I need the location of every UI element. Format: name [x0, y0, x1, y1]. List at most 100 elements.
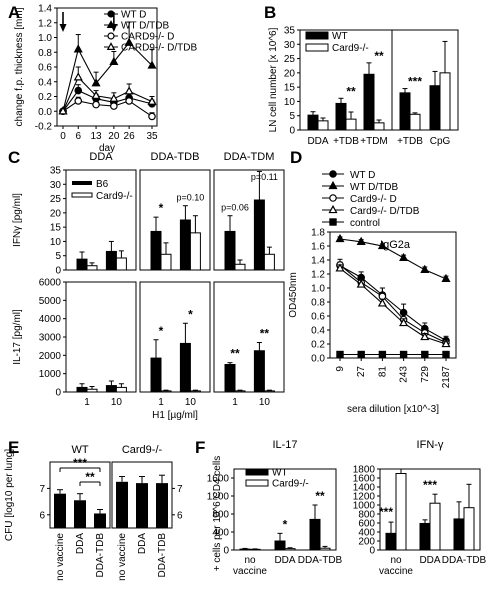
panel-F-y-tick-label: 0 [369, 546, 375, 557]
panel-E-x-tick-label: no vaccine [55, 533, 66, 581]
panel-C-frame [139, 281, 211, 393]
panel-E-bar [116, 481, 128, 528]
panel-B-bar [429, 85, 441, 131]
panel-D-point [420, 264, 430, 273]
legend-label: Card9-/- D [350, 194, 397, 205]
panel-C-bar-b6 [253, 199, 265, 271]
panel-C-bar-b6 [105, 250, 117, 271]
panel-E-y-tick-label: 6 [177, 510, 183, 521]
panel-C-bar-card9 [263, 253, 275, 271]
panel-C-bar-card9 [234, 390, 246, 393]
panel-A-x-label: day [99, 143, 115, 154]
panel-C-bar-card9 [160, 253, 172, 271]
panel-B-y-tick-label: 0 [289, 126, 295, 137]
panel-A-x-tick-label: 13 [90, 131, 102, 142]
panel-D-point [336, 350, 344, 359]
panel-B-bar [409, 113, 421, 131]
panel-E-bar [136, 483, 148, 528]
panel-C-bar-card9 [263, 390, 275, 393]
panel-B-significance: ** [374, 49, 384, 63]
panel-D-y-tick-label: 1.2 [311, 270, 325, 281]
panel-B-bar [307, 114, 319, 131]
panel-A-y-tick-label: -0.2 [35, 122, 53, 133]
panel-F-bar-ko [319, 547, 331, 551]
panel-F-x-tick-label: DDA [419, 555, 440, 566]
legend-label: WT D/TDB [121, 21, 169, 32]
panel-E-bar [156, 483, 168, 528]
legend-marker [106, 20, 116, 28]
panel-D-point [377, 298, 387, 307]
panel-D-series-line [339, 267, 447, 345]
panel-F-y-tick-label: 0 [223, 546, 229, 557]
panel-F-y-tick-label: 600 [358, 519, 375, 530]
panel-A-x-tick-label: 6 [75, 131, 81, 142]
panel-C-y-tick-label: 5000 [39, 296, 62, 307]
panel-D-point [420, 331, 430, 341]
panel-B-bar [335, 102, 347, 131]
panel-D-y-tick-label: 1.6 [311, 242, 325, 253]
panel-F-x-tick-label: DDA [274, 555, 295, 566]
panel-C-frame [139, 169, 211, 271]
panel-A-y-tick-label: 1.4 [38, 4, 52, 15]
panel-A-point [92, 100, 100, 109]
legend-label: Card9-/- D/TDB [350, 206, 420, 217]
panel-F-y-label: + cells per 10^6 CD4 cells [212, 456, 223, 572]
legend-label: WT [332, 31, 348, 42]
panel-D-point [399, 317, 409, 327]
panel-A-y-tick-label: 1.0 [38, 33, 52, 44]
panel-A-point [74, 86, 83, 95]
panel-B-bar [399, 92, 411, 131]
panel-F-y-tick-label: 800 [212, 510, 229, 521]
panel-label-E: E [8, 438, 19, 457]
panel-F-x-tick-label: no [390, 555, 402, 566]
panel-F-bar-ko [395, 473, 407, 551]
panel-C-bar-b6 [179, 342, 191, 393]
panel-D-x-label: sera dilution [x10^-3] [347, 404, 439, 415]
panel-C-significance: * [159, 201, 164, 215]
panel-A-series-line [62, 41, 153, 112]
panel-C-column-title: DDA-TDB [151, 151, 200, 163]
panel-C-bar-b6 [179, 219, 191, 271]
panel-D-y-tick-label: 0.4 [311, 326, 325, 337]
panel-B-x-tick-label: DDA [307, 136, 328, 147]
panel-E-y-tick-label: 7 [177, 484, 183, 495]
panel-C-bar-b6 [150, 357, 162, 393]
panel-C-y-tick-label: 30 [50, 180, 62, 191]
panel-F-bar-wt [453, 518, 465, 551]
panel-F-bar-wt [309, 518, 321, 551]
panel-A-point [147, 60, 157, 69]
panel-D-point [335, 263, 345, 272]
panel-F-y-tick-label: 400 [212, 528, 229, 539]
panel-C-bar-card9 [189, 390, 201, 393]
panel-D-x-tick-label: 27 [356, 366, 367, 378]
panel-C-y-tick-label: 15 [50, 223, 62, 234]
panel-C-bar-card9 [189, 232, 201, 271]
panel-label-C: C [8, 148, 20, 167]
panel-D-point [399, 350, 408, 359]
panel-C-y-tick-label: 2000 [39, 351, 62, 362]
panel-F-bar-wt [239, 548, 251, 551]
panel-B-x-tick-label: +TDB [333, 136, 359, 147]
panel-A-point [91, 78, 101, 87]
panel-D-x-tick-label: 729 [420, 366, 431, 383]
legend-label: B6 [96, 179, 109, 190]
panel-A-y-tick-label: 0.6 [38, 63, 52, 74]
panel-C-frame [65, 281, 137, 393]
panel-A-y-tick-label: 0.2 [38, 92, 52, 103]
panel-D-x-tick-label: 2187 [441, 366, 452, 389]
panel-label-B: B [264, 3, 276, 22]
panel-A-x-tick-label: 0 [60, 131, 66, 142]
panel-E-x-tick-label: DDA-TDB [95, 533, 106, 578]
panel-A-y-tick-label: 0.8 [38, 48, 52, 59]
panel-C-significance: * [188, 307, 193, 321]
panel-B-y-tick-label: 10 [284, 97, 296, 108]
panel-E-bar [94, 513, 106, 528]
panel-A-x-tick-label: 26 [124, 131, 136, 142]
panel-B-significance: ** [346, 84, 356, 98]
panel-B-x-tick-label: +TDB [397, 136, 423, 147]
panel-C-frame [213, 169, 285, 271]
panel-F-x-tick-label: vaccine [233, 566, 267, 577]
panel-C-bar-card9 [86, 388, 98, 393]
panel-A-point [109, 56, 119, 65]
